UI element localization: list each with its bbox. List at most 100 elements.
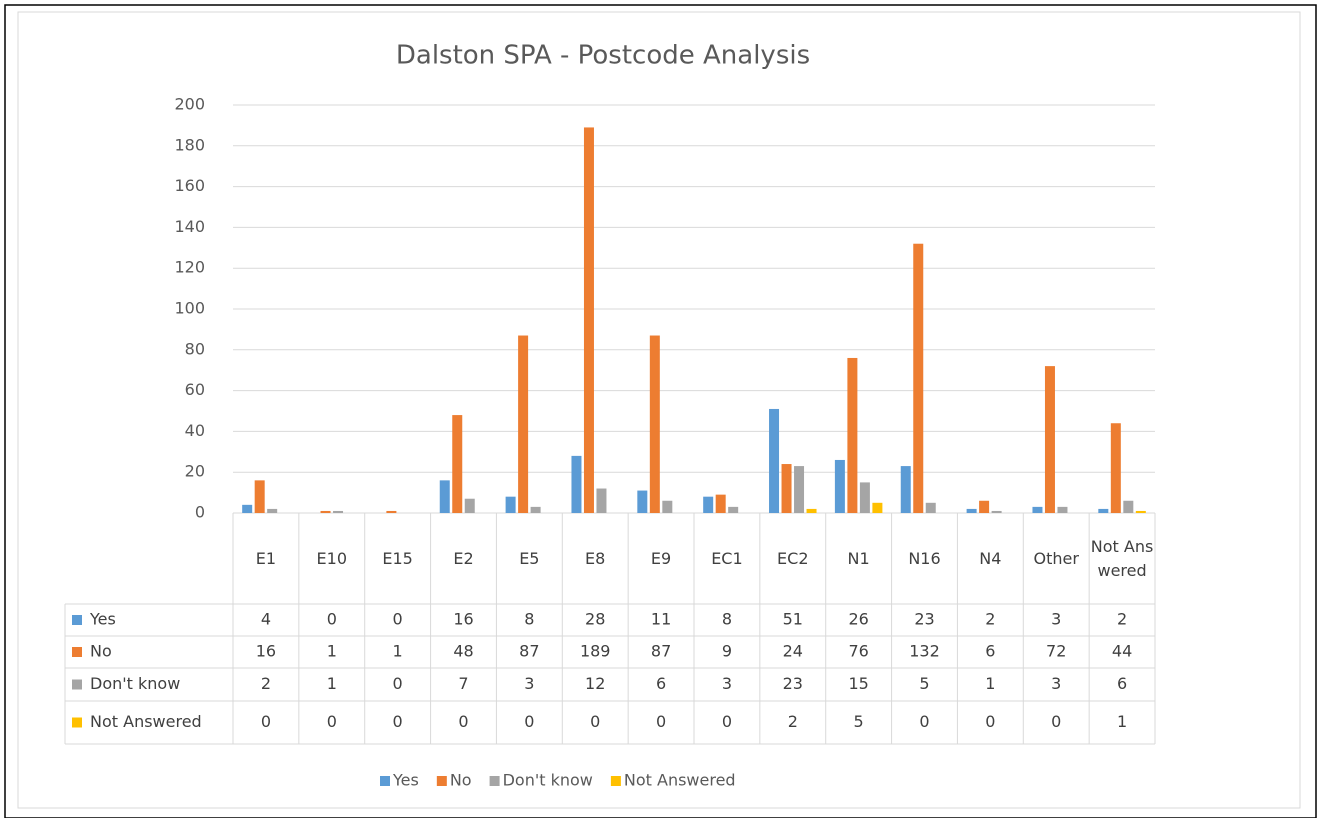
legend-label: Not Answered: [624, 771, 736, 790]
table-value: 0: [393, 674, 403, 693]
bar: [966, 508, 977, 513]
table-value: 6: [985, 642, 995, 661]
x-tick-label: E5: [519, 548, 540, 568]
x-tick-label: E2: [453, 548, 474, 568]
bar: [649, 335, 660, 513]
legend-key: [380, 776, 390, 786]
bar: [979, 500, 990, 513]
bar: [703, 496, 714, 513]
bar: [715, 494, 726, 513]
table-value: 4: [261, 610, 271, 629]
category-cell: E10: [317, 549, 347, 568]
bar: [847, 357, 858, 513]
bar: [900, 466, 911, 513]
chart-title: Dalston SPA - Postcode Analysis: [396, 41, 810, 71]
table-value: 2: [788, 712, 798, 731]
bar: [662, 500, 673, 513]
bar: [596, 488, 607, 513]
category-cell: Other: [1033, 549, 1078, 568]
y-tick-label: 120: [174, 258, 205, 277]
bar: [1044, 366, 1055, 513]
table-value: 23: [783, 674, 803, 693]
category-cell: E9: [650, 548, 672, 568]
category-cell: N16: [908, 549, 940, 568]
table-value: 12: [585, 674, 605, 693]
table-row-label: No: [90, 642, 112, 661]
category-cell: Not Answered: [1090, 536, 1154, 580]
legend-key: [610, 776, 621, 786]
table-value: 0: [656, 712, 666, 731]
bar: [530, 506, 541, 513]
table-value: 1: [327, 674, 337, 693]
category-cell: N1: [847, 548, 870, 568]
table-value: 87: [519, 642, 539, 661]
table-value: 5: [854, 712, 864, 731]
table-value: 51: [783, 610, 803, 629]
y-tick-label: 60: [185, 380, 205, 399]
bar: [452, 415, 463, 513]
legend-label: No: [450, 771, 472, 790]
table-row-label: Yes: [89, 610, 116, 629]
table-key: [72, 647, 82, 657]
table-value: 11: [651, 610, 671, 629]
bar: [518, 335, 529, 513]
table-key: [72, 679, 82, 690]
y-tick-label: 160: [174, 176, 205, 195]
category-cell: E2: [453, 548, 474, 568]
bar: [1123, 500, 1134, 513]
category-cell: N4: [979, 548, 1002, 568]
table-value: 3: [1051, 610, 1061, 629]
bar: [872, 502, 883, 513]
table-value: 1: [985, 674, 995, 693]
bar: [806, 508, 817, 513]
bar: [913, 243, 924, 513]
table-value: 7: [458, 674, 468, 693]
y-tick-label: 0: [195, 503, 205, 522]
table-value: 0: [985, 712, 995, 731]
bar: [267, 508, 278, 513]
y-tick-label: 40: [185, 421, 205, 440]
table-value: 0: [327, 610, 337, 629]
table-value: 16: [256, 642, 276, 661]
table-value: 48: [453, 642, 473, 661]
bar: [320, 510, 331, 513]
x-tick-label: N1: [847, 548, 870, 568]
table-value: 132: [909, 642, 940, 661]
bar: [242, 504, 253, 513]
table-value: 0: [393, 610, 403, 629]
y-tick-label: 80: [185, 339, 205, 358]
x-tick-label: N4: [979, 548, 1002, 568]
table-value: 1: [327, 642, 337, 661]
table-value: 23: [914, 610, 934, 629]
bar: [781, 464, 792, 513]
table-value: 0: [722, 712, 732, 731]
table-value: 15: [848, 674, 868, 693]
bar: [1032, 506, 1043, 513]
bar: [925, 502, 936, 513]
bar: [728, 506, 739, 513]
table-value: 1: [393, 642, 403, 661]
bar: [583, 127, 594, 513]
bar: [333, 510, 344, 513]
category-cell: E1: [256, 549, 276, 568]
table-value: 72: [1046, 642, 1066, 661]
y-tick-label: 100: [174, 299, 205, 318]
table-value: 87: [651, 642, 671, 661]
y-tick-label: 140: [174, 217, 205, 236]
bar: [1098, 508, 1109, 513]
table-value: 24: [783, 642, 803, 661]
legend-key: [489, 776, 500, 786]
table-value: 8: [524, 610, 534, 629]
bar: [834, 459, 845, 513]
x-tick-label: Not Answered: [1090, 536, 1154, 580]
x-tick-label: E9: [650, 548, 672, 568]
category-cell: E5: [519, 548, 540, 568]
table-value: 28: [585, 610, 605, 629]
bar: [386, 510, 397, 513]
table-value: 0: [524, 712, 534, 731]
bar: [464, 498, 475, 513]
table-key: [72, 717, 82, 728]
table-value: 189: [580, 642, 611, 661]
table-value: 3: [524, 674, 534, 693]
